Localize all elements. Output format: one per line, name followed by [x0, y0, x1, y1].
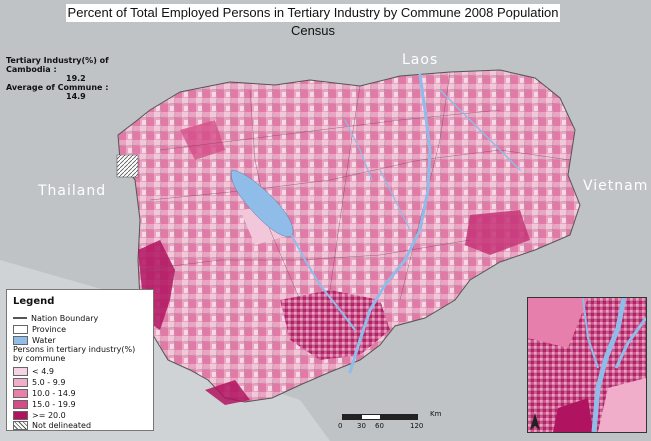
scale-tick-label: 120	[410, 422, 424, 430]
country-label-thailand: Thailand	[38, 183, 107, 199]
stat-average-value: 14.9	[66, 92, 86, 101]
north-arrow-icon	[530, 413, 540, 430]
map-title: Percent of Total Employed Persons in Ter…	[66, 4, 560, 38]
water-swatch	[13, 335, 28, 345]
legend-persons-label-1: Persons in tertiary industry(%)	[13, 345, 136, 354]
mekong-river	[291, 73, 521, 374]
scale-segment	[342, 414, 362, 420]
legend-class-row: < 4.9	[13, 366, 54, 376]
nation-boundary-swatch	[13, 317, 27, 319]
stat-average-label: Average of Commune :	[6, 83, 109, 92]
scale-segment	[361, 414, 381, 420]
legend-class-label: 10.0 - 14.9	[32, 388, 76, 398]
not-delineated-area	[116, 154, 139, 178]
phnom-penh-inset-map	[527, 297, 647, 433]
northwest-district	[180, 120, 225, 160]
legend-class-row: 5.0 - 9.9	[13, 377, 65, 387]
legend-class-label: < 4.9	[32, 366, 54, 376]
legend-class-swatch	[13, 399, 28, 409]
province-swatch	[13, 324, 28, 334]
southern-district	[205, 380, 250, 405]
legend-class-row: 15.0 - 19.9	[13, 399, 76, 409]
scale-bar: 0 30 60 120 Km	[320, 410, 442, 436]
not-delineated-swatch	[13, 420, 28, 430]
scale-unit-label: Km	[430, 410, 442, 418]
legend-row-province: Province	[13, 324, 66, 334]
legend-label-not-delineated: Not delineated	[32, 420, 92, 430]
legend-row-nation-boundary: Nation Boundary	[13, 313, 98, 323]
capital-region	[280, 290, 390, 360]
inset-canvas	[528, 298, 646, 432]
legend-panel: Legend Nation Boundary Province Water Pe…	[6, 289, 154, 431]
legend-persons-label-2: by commune	[13, 354, 66, 363]
country-label-vietnam: Vietnam	[583, 178, 649, 194]
legend-label-water: Water	[32, 335, 56, 345]
scale-tick-label: 60	[375, 422, 384, 430]
legend-row-water: Water	[13, 335, 56, 345]
legend-class-label: 15.0 - 19.9	[32, 399, 76, 409]
legend-class-swatch	[13, 377, 28, 387]
stat-national-value: 19.2	[66, 74, 86, 83]
country-label-laos: Laos	[402, 52, 439, 68]
legend-class-label: 5.0 - 9.9	[32, 377, 66, 387]
scale-tick-label: 0	[338, 422, 343, 430]
eastern-district	[465, 210, 530, 255]
legend-class-swatch	[13, 410, 28, 420]
legend-row-not-delineated: Not delineated	[13, 420, 91, 430]
legend-class-swatch	[13, 366, 28, 376]
north-arrow	[527, 412, 543, 432]
legend-class-label: >= 20.0	[32, 410, 66, 420]
scale-tick-label: 30	[357, 422, 366, 430]
legend-class-row: >= 20.0	[13, 410, 66, 420]
legend-class-swatch	[13, 388, 28, 398]
national-statistics: Tertiary Industry(%) of Cambodia : 19.2 …	[6, 56, 156, 101]
scale-segment	[380, 414, 418, 420]
legend-title: Legend	[13, 296, 55, 307]
stat-national-label: Tertiary Industry(%) of Cambodia :	[6, 56, 109, 74]
legend-label-nation-boundary: Nation Boundary	[31, 313, 99, 323]
legend-label-province: Province	[32, 324, 67, 334]
legend-class-row: 10.0 - 14.9	[13, 388, 76, 398]
cambodia-territory	[117, 69, 581, 403]
